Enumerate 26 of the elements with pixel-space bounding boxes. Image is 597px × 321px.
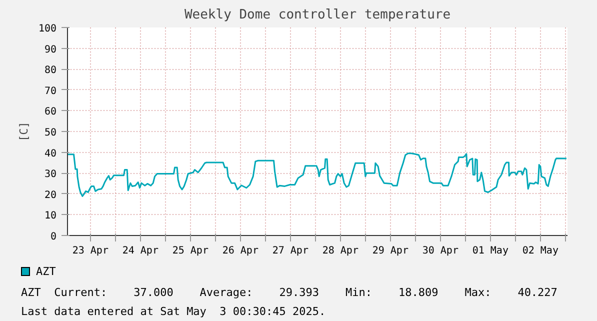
x-tick-label: 27 Apr	[272, 246, 308, 256]
y-tick-label: 0	[50, 232, 57, 242]
y-tick-label: 30	[44, 169, 57, 180]
x-tick-label: 24 Apr	[122, 246, 158, 256]
x-tick-label: 02 May	[522, 246, 558, 256]
y-tick-label: 70	[44, 86, 57, 97]
x-tick-label: 28 Apr	[322, 246, 358, 256]
y-tick-label: 20	[44, 190, 57, 201]
legend-label: AZT	[36, 265, 56, 278]
y-tick-label: 60	[44, 106, 57, 118]
y-tick-label: 10	[44, 210, 57, 222]
text: Last data entered at Sat May 3 00:30:45 2025.	[21, 304, 327, 320]
x-tick-label: 30 Apr	[422, 246, 458, 256]
x-tick-label: 23 Apr	[72, 246, 108, 256]
y-tick-label: 100	[38, 24, 56, 34]
y-axis-title: [C]	[17, 122, 30, 142]
chart-title: Weekly Dome controller temperature	[184, 8, 451, 22]
x-tick-label: 25 Apr	[172, 246, 208, 256]
x-tick-label: 01 May	[472, 246, 508, 256]
x-tick-label: 29 Apr	[372, 246, 408, 256]
text: AZT Current: 37.000 Average: 29.393 Min: 18.809 Max: 40.227	[21, 284, 558, 300]
y-tick-label: 90	[44, 44, 57, 56]
y-tick-label: 50	[44, 128, 57, 138]
y-tick-label: 80	[44, 65, 57, 76]
y-tick-label: 40	[44, 148, 57, 160]
x-tick-label: 26 Apr	[222, 246, 258, 256]
